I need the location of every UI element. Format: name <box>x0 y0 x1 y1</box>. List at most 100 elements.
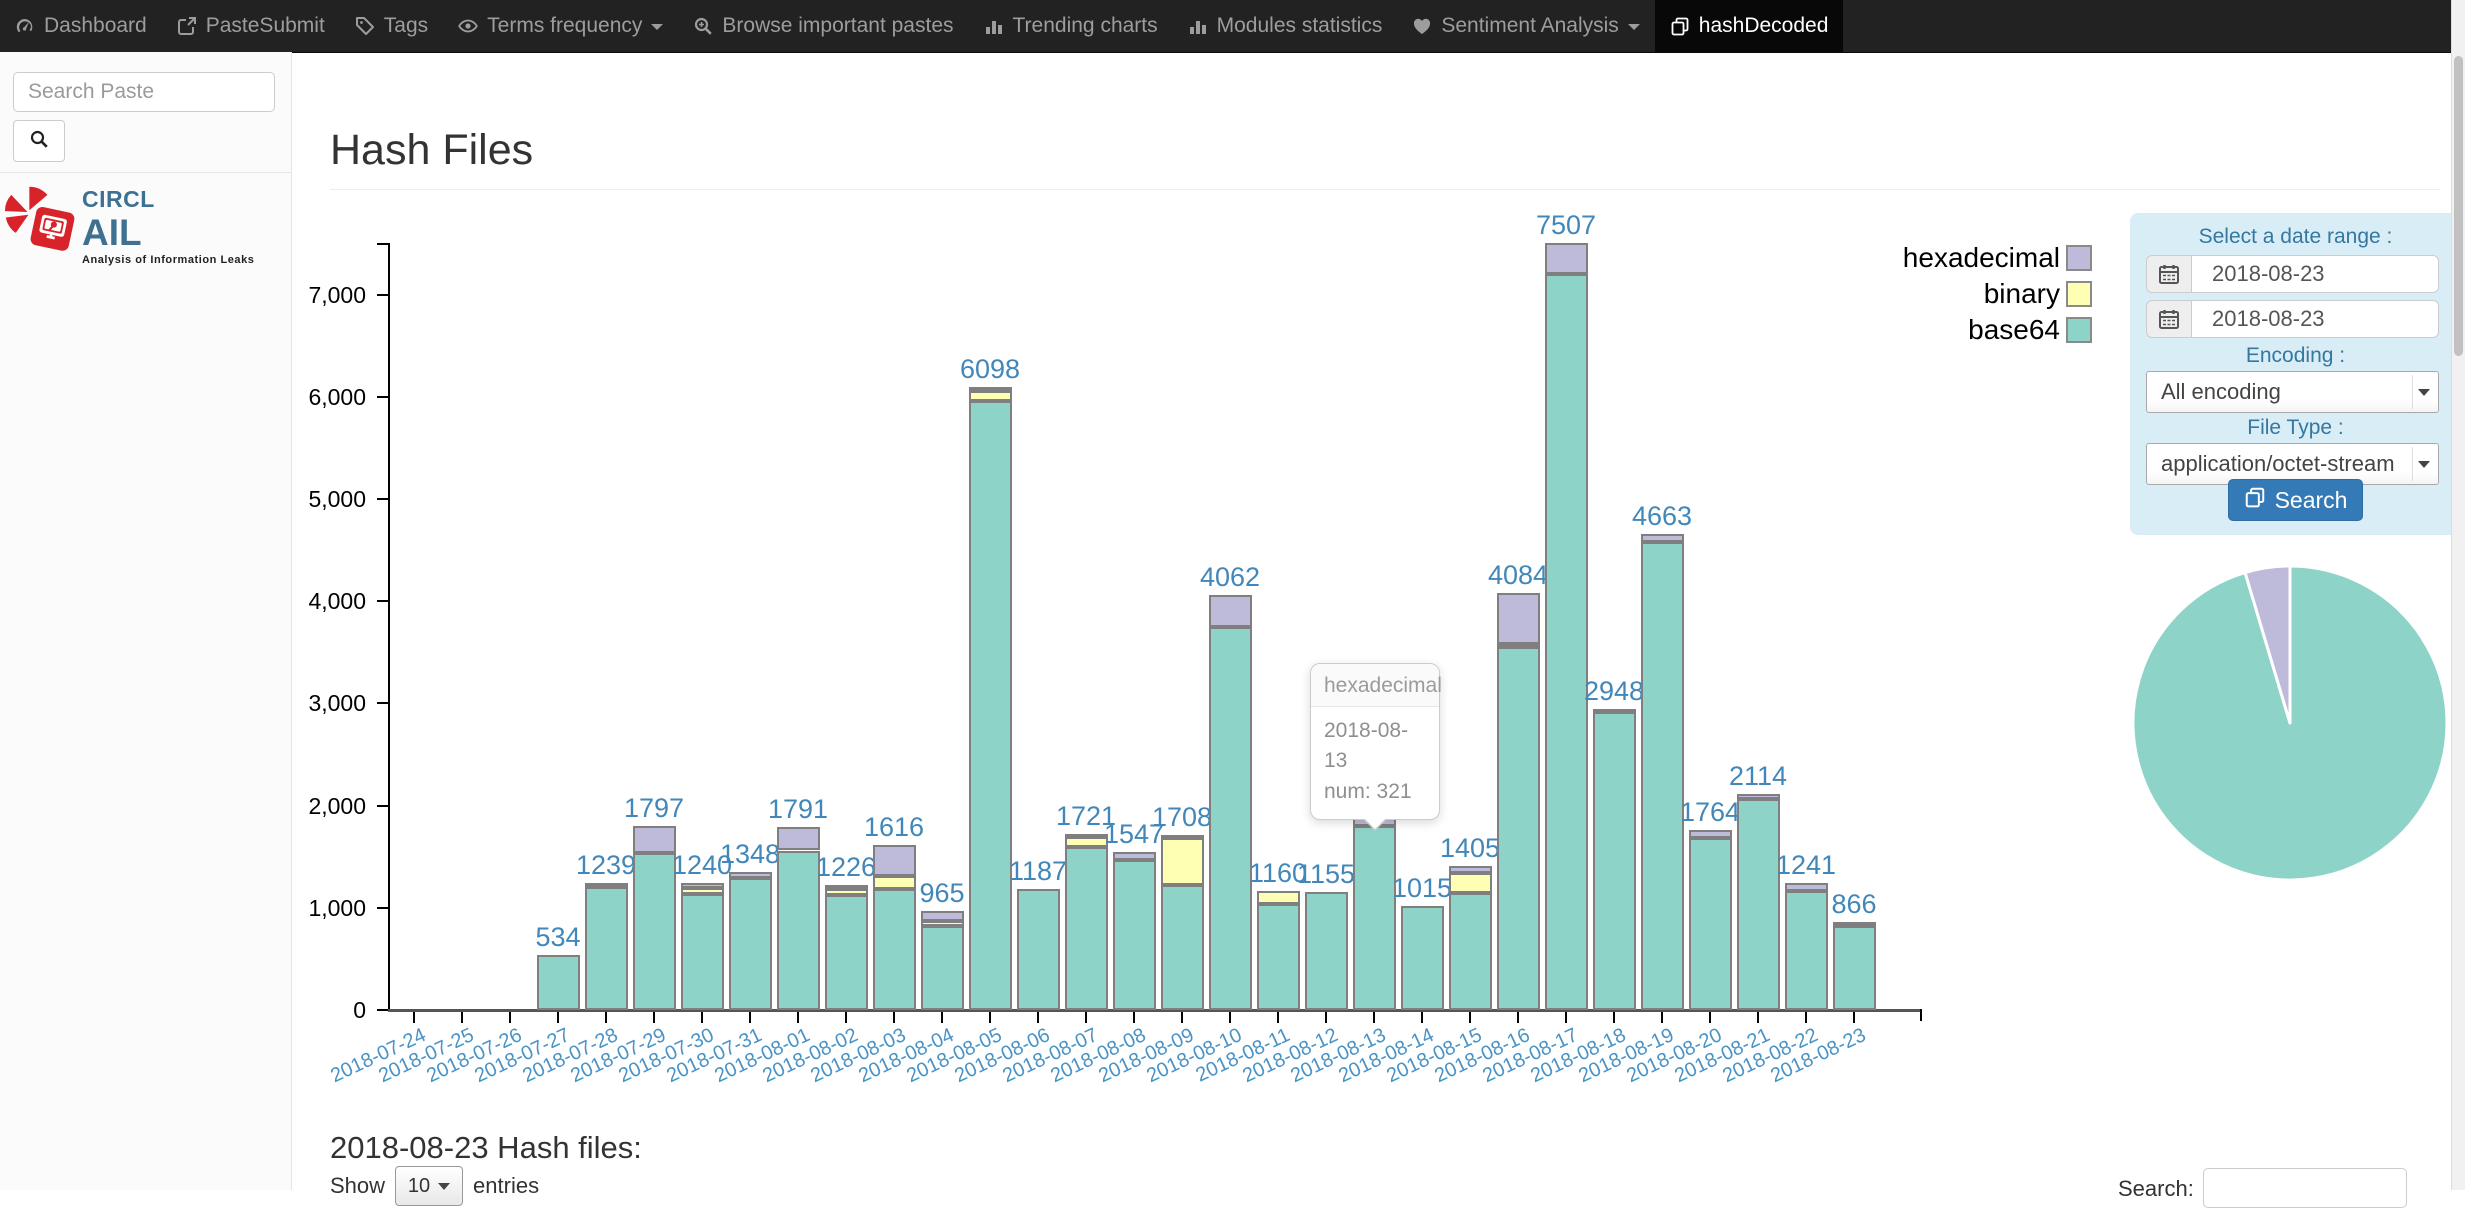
bar-segment-hexadecimal-2018-07-31[interactable] <box>728 872 772 879</box>
bar-segment-hexadecimal-2018-08-01[interactable] <box>776 827 820 851</box>
tooltip-date: 2018-08-13 <box>1324 719 1409 773</box>
nav-dashboard[interactable]: Dashboard <box>0 0 162 52</box>
bar-segment-hexadecimal-2018-07-29[interactable] <box>632 826 676 853</box>
bar-segment-base64-2018-08-23[interactable] <box>1832 925 1876 1010</box>
date-to-input[interactable] <box>2191 300 2439 338</box>
encoding-select[interactable]: All encoding <box>2146 371 2439 413</box>
vertical-scrollbar <box>2451 0 2465 1190</box>
bar-total-label: 1721 <box>1055 801 1117 832</box>
title-divider <box>330 189 2440 190</box>
bar-segment-hexadecimal-2018-08-09[interactable] <box>1160 835 1204 840</box>
nav-terms-frequency[interactable]: Terms frequency <box>443 0 678 52</box>
bar-segment-base64-2018-08-15[interactable] <box>1448 892 1492 1010</box>
date-from-input[interactable] <box>2191 255 2439 293</box>
bar-segment-base64-2018-08-14[interactable] <box>1400 906 1444 1010</box>
nav-hashdecoded[interactable]: hashDecoded <box>1654 0 1844 52</box>
bar-segment-binary-2018-08-05[interactable] <box>968 391 1012 402</box>
bar-segment-hexadecimal-2018-08-22[interactable] <box>1784 883 1828 892</box>
bar-segment-hexadecimal-2018-08-07[interactable] <box>1064 834 1108 839</box>
bar-segment-hexadecimal-2018-08-15[interactable] <box>1448 866 1492 873</box>
nav-browse-important-pastes[interactable]: Browse important pastes <box>678 0 968 52</box>
bar-segment-base64-2018-08-04[interactable] <box>920 926 964 1010</box>
bar-total-label: 1348 <box>719 839 781 870</box>
pie-slice-hexadecimal[interactable] <box>2243 564 2292 725</box>
bar-segment-hexadecimal-2018-08-23[interactable] <box>1832 921 1876 926</box>
bar-segment-base64-2018-07-28[interactable] <box>584 887 628 1010</box>
bar-segment-hexadecimal-2018-08-08[interactable] <box>1112 851 1156 861</box>
table-search-input[interactable] <box>2202 1168 2407 1208</box>
bar-segment-binary-2018-08-07[interactable] <box>1064 837 1108 848</box>
bar-segment-base64-2018-07-30[interactable] <box>680 893 724 1010</box>
page-size-value: 10 <box>407 1174 431 1197</box>
bar-segment-base64-2018-08-11[interactable] <box>1256 903 1300 1010</box>
bar-segment-hexadecimal-2018-08-19[interactable] <box>1640 533 1684 542</box>
bar-segment-hexadecimal-2018-08-16[interactable] <box>1496 592 1540 644</box>
bar-segment-binary-2018-08-15[interactable] <box>1448 872 1492 893</box>
nav-sentiment-analysis[interactable]: Sentiment Analysis <box>1397 0 1654 52</box>
bar-segment-base64-2018-08-10[interactable] <box>1208 626 1252 1010</box>
bar-segment-base64-2018-08-07[interactable] <box>1064 847 1108 1010</box>
bar-segment-hexadecimal-2018-08-03[interactable] <box>872 844 916 877</box>
x-axis-tick <box>1277 1012 1279 1023</box>
scrollbar-thumb[interactable] <box>2454 56 2463 356</box>
bar-segment-binary-2018-08-02[interactable] <box>824 888 868 895</box>
bar-segment-hexadecimal-2018-08-02[interactable] <box>824 884 868 889</box>
bar-segment-hexadecimal-2018-08-04[interactable] <box>920 911 964 921</box>
bar-segment-base64-2018-08-17[interactable] <box>1544 273 1588 1010</box>
bar-segment-base64-2018-08-05[interactable] <box>968 401 1012 1010</box>
x-axis-tick <box>701 1012 703 1023</box>
x-axis-tick <box>1085 1012 1087 1023</box>
bar-segment-base64-2018-08-02[interactable] <box>824 894 868 1010</box>
legend-item-binary: binary <box>1702 276 2092 312</box>
chevron-down-icon <box>1627 23 1640 36</box>
search-button[interactable]: Search <box>2227 479 2364 521</box>
bar-segment-hexadecimal-2018-08-10[interactable] <box>1208 594 1252 627</box>
bar-segment-base64-2018-08-19[interactable] <box>1640 541 1684 1010</box>
top-navbar: Dashboard PasteSubmit Tags Terms frequen… <box>0 0 2452 53</box>
bar-segment-base64-2018-08-01[interactable] <box>776 850 820 1010</box>
bar-segment-base64-2018-07-29[interactable] <box>632 852 676 1010</box>
bar-segment-hexadecimal-2018-08-21[interactable] <box>1736 794 1780 800</box>
bar-segment-binary-2018-08-11[interactable] <box>1256 891 1300 904</box>
bar-segment-base64-2018-08-16[interactable] <box>1496 646 1540 1010</box>
bar-segment-base64-2018-08-22[interactable] <box>1784 891 1828 1010</box>
nav-modules-statistics[interactable]: Modules statistics <box>1173 0 1398 52</box>
nav-label: Terms frequency <box>487 14 643 37</box>
calendar-icon <box>2146 255 2191 293</box>
bar-segment-hexadecimal-2018-08-20[interactable] <box>1688 829 1732 838</box>
bar-segment-base64-2018-08-21[interactable] <box>1736 799 1780 1010</box>
search-paste-button[interactable] <box>13 120 65 162</box>
x-axis-tick <box>1229 1012 1231 1023</box>
bar-segment-base64-2018-08-13[interactable] <box>1352 825 1396 1010</box>
file-type-select[interactable]: application/octet-stream <box>2146 443 2439 485</box>
nav-label: Tags <box>383 14 429 37</box>
bar-segment-base64-2018-08-20[interactable] <box>1688 837 1732 1010</box>
bar-segment-binary-2018-07-30[interactable] <box>680 888 724 894</box>
bar-segment-binary-2018-08-16[interactable] <box>1496 643 1540 648</box>
x-axis-tick <box>941 1012 943 1023</box>
search-paste-input[interactable] <box>13 72 275 112</box>
bar-segment-binary-2018-08-18[interactable] <box>1592 708 1636 713</box>
bar-segment-base64-2018-07-31[interactable] <box>728 878 772 1010</box>
bar-segment-base64-2018-07-27[interactable] <box>536 955 580 1010</box>
bar-segment-base64-2018-08-09[interactable] <box>1160 885 1204 1010</box>
bar-segment-binary-2018-08-04[interactable] <box>920 920 964 927</box>
nav-trending-charts[interactable]: Trending charts <box>969 0 1173 52</box>
bar-segment-hexadecimal-2018-07-28[interactable] <box>584 883 628 888</box>
legend-item-base64: base64 <box>1702 312 2092 348</box>
y-axis-tick <box>377 702 388 705</box>
page-size-select[interactable]: 10 <box>395 1166 464 1206</box>
bar-segment-base64-2018-08-08[interactable] <box>1112 860 1156 1010</box>
bar-segment-base64-2018-08-03[interactable] <box>872 889 916 1010</box>
nav-tags[interactable]: Tags <box>340 0 443 52</box>
bar-segment-base64-2018-08-06[interactable] <box>1016 888 1060 1010</box>
bar-segment-base64-2018-08-12[interactable] <box>1304 891 1348 1010</box>
bar-segment-hexadecimal-2018-08-05[interactable] <box>968 386 1012 392</box>
bar-segment-hexadecimal-2018-08-17[interactable] <box>1544 243 1588 274</box>
legend-label: base64 <box>1968 314 2060 345</box>
bar-segment-hexadecimal-2018-07-30[interactable] <box>680 883 724 889</box>
bar-segment-base64-2018-08-18[interactable] <box>1592 711 1636 1010</box>
bar-total-label: 1226 <box>815 851 877 882</box>
nav-pastesubmit[interactable]: PasteSubmit <box>162 0 340 52</box>
bar-segment-binary-2018-08-03[interactable] <box>872 876 916 890</box>
